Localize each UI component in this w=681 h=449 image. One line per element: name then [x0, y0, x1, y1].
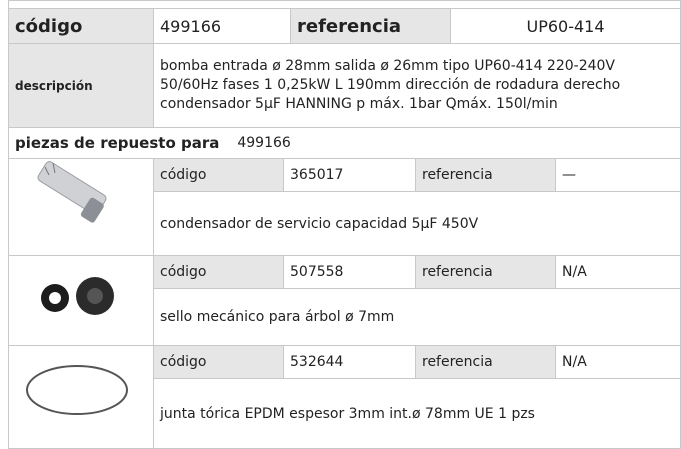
- part-code-label: código: [153, 158, 284, 192]
- part-ref: —: [555, 158, 681, 192]
- part-code: 365017: [283, 158, 416, 192]
- spare-parts-row: piezas de repuesto para 499166: [8, 127, 681, 159]
- part-ref: N/A: [555, 255, 681, 289]
- part-description: condensador de servicio capacidad 5µF 45…: [153, 191, 681, 256]
- part-code-label: código: [153, 255, 284, 289]
- spare-parts-code: 499166: [237, 135, 291, 151]
- description-label: descripción: [8, 43, 154, 128]
- description-line: condensador 5µF HANNING p máx. 1bar Qmáx…: [160, 96, 558, 112]
- part-icon: [26, 364, 128, 415]
- ref-label: referencia: [290, 8, 451, 44]
- ref: UP60-414: [450, 8, 681, 44]
- part-image: [8, 255, 154, 346]
- description-line: 50/60Hz fases 1 0,25kW L 190mm dirección…: [160, 77, 621, 93]
- part-image: [8, 158, 154, 256]
- code: 499166: [153, 8, 291, 44]
- description-line: bomba entrada ø 28mm salida ø 26mm tipo …: [160, 58, 615, 74]
- description: bomba entrada ø 28mm salida ø 26mm tipo …: [153, 43, 681, 128]
- part-code: 532644: [283, 345, 416, 379]
- part-icon: [41, 276, 114, 315]
- part-ref: N/A: [555, 345, 681, 379]
- part-description: sello mecánico para árbol ø 7mm: [153, 288, 681, 346]
- part-description: junta tórica EPDM espesor 3mm int.ø 78mm…: [153, 378, 681, 449]
- part-ref-label: referencia: [415, 345, 556, 379]
- code-label: código: [8, 8, 154, 44]
- part-code-label: código: [153, 345, 284, 379]
- part-code: 507558: [283, 255, 416, 289]
- part-ref-label: referencia: [415, 158, 556, 192]
- part-image: [8, 345, 154, 449]
- part-icon: [37, 160, 107, 223]
- spare-parts-label: piezas de repuesto para: [15, 134, 220, 152]
- part-ref-label: referencia: [415, 255, 556, 289]
